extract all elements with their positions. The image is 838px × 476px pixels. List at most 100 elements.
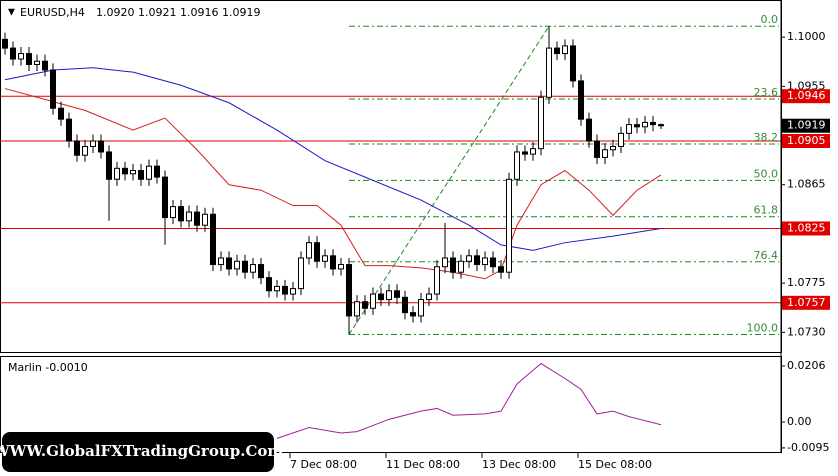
candle-body [570,45,576,82]
candle-body [410,312,416,317]
candle-body [490,257,496,268]
candle-body [218,257,224,266]
candle-body [106,151,112,180]
candle-body [610,145,616,151]
candle-body [378,293,384,301]
candle-body [58,107,64,120]
candle-body [354,301,360,317]
candle-body [642,121,648,128]
level-label: 1.0946 [787,89,826,102]
level-box [782,295,830,310]
candle-body [234,260,240,270]
candle-body [586,118,592,142]
candle-body [538,96,544,150]
candle-body [562,45,568,55]
candle-body [346,264,352,317]
candle-body [626,124,632,134]
candle-body [322,255,328,262]
candle-body [250,264,256,273]
y-tick-label: -0.0095 [787,441,829,454]
candle-body [426,293,432,301]
candle-body [434,266,440,295]
fib-label: 100.0 [747,322,779,335]
level-label: 1.0825 [787,221,826,234]
level-label: 1.0905 [787,134,826,147]
candle-body [618,132,624,147]
candle-body [290,288,296,295]
candle-body [514,151,520,180]
x-tick-label: 13 Dec 08:00 [482,458,556,471]
candle-body [162,176,168,219]
candle-body [2,38,8,49]
candle-body [122,167,128,175]
moving-average [4,67,662,251]
candle-body [170,206,176,219]
candle-body [202,213,208,226]
candle-body [474,255,480,266]
candle-body [394,290,400,298]
candle-body [498,266,504,273]
candle-body [50,69,56,109]
candle-body [74,140,80,156]
candle-body [90,140,96,147]
fib-label: 23.6 [754,86,779,99]
candle-body [530,148,536,155]
candle-body [546,47,552,98]
candle-body [266,277,272,292]
candle-body [650,121,656,126]
candle-body [442,257,448,268]
symbol-arrow: ▼ [8,8,15,18]
x-tick-label: 7 Dec 08:00 [290,458,357,471]
indicator-title: Marlin -0.0010 [8,361,88,374]
fib-label: 61.8 [754,204,779,217]
candle-body [314,242,320,262]
candle-body [178,206,184,222]
candle-body [330,255,336,270]
candle-body [18,53,24,60]
candle-body [602,149,608,158]
symbol: EURUSD,H4 [20,6,85,19]
candle-body [82,145,88,156]
fib-label: 76.4 [754,249,779,262]
candle-body [402,296,408,314]
fib-trendline [348,25,550,335]
candle-body [66,118,72,142]
candle-body [26,53,32,65]
candle-body [274,285,280,292]
candle-body [242,260,248,273]
candle-body [146,165,152,180]
y-tick-label: 1.1000 [787,30,826,43]
candle-body [154,165,160,178]
moving-average [4,88,662,280]
level-label: 1.0757 [787,296,826,309]
candle-body [386,290,392,301]
candle-body [466,255,472,262]
y-tick-label: 1.0775 [787,276,826,289]
candle-body [658,124,664,127]
candle-body [34,60,40,65]
watermark: WWW.GlobalFXTradingGroup.Com [0,442,283,460]
candle-body [298,257,304,290]
candle-body [226,257,232,270]
y-tick-label: 0.0206 [787,359,826,372]
candle-body [450,257,456,273]
y-tick-label: 1.0730 [787,325,826,338]
y-tick-label: 1.0865 [787,178,826,191]
level-box [782,89,830,104]
candle-body [98,140,104,153]
candle-body [634,124,640,128]
candle-body [282,285,288,295]
candle-body [482,257,488,266]
candle-body [578,80,584,120]
candle-body [130,170,136,175]
candle-body [306,242,312,259]
fib-label: 50.0 [754,167,779,180]
candle-body [10,47,16,60]
indicator-line [276,362,662,439]
candle-body [194,211,200,226]
candle-body [210,213,216,266]
candle-body [506,178,512,273]
watermark-box [2,432,274,472]
level-box [782,221,830,236]
